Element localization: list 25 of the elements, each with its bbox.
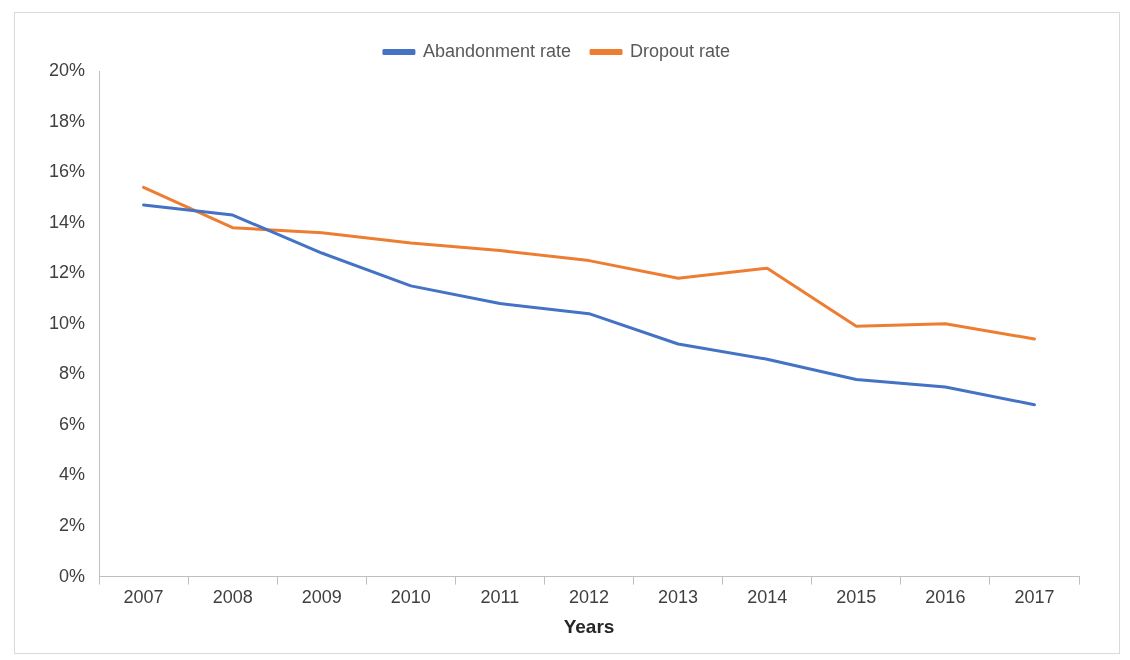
x-tick-label: 2014: [747, 587, 788, 608]
y-tick-label: 16%: [49, 161, 86, 182]
x-tick-label: 2007: [123, 587, 164, 608]
x-axis-title: Years: [563, 615, 615, 637]
y-tick-label: 14%: [49, 211, 86, 232]
x-tick-label: 2015: [836, 587, 877, 608]
x-tick-label: 2008: [212, 587, 253, 608]
y-tick-label: 6%: [59, 413, 86, 434]
y-tick-label: 0%: [59, 565, 86, 586]
y-tick-label: 20%: [49, 59, 86, 80]
y-tick-label: 18%: [49, 110, 86, 131]
x-tick-label: 2009: [301, 587, 342, 608]
y-tick-label: 12%: [49, 262, 86, 283]
x-tick-label: 2010: [390, 587, 431, 608]
y-tick-label: 8%: [59, 363, 86, 384]
x-tick-label: 2011: [480, 587, 520, 608]
legend-label: Dropout rate: [630, 40, 731, 61]
legend-label: Abandonment rate: [422, 40, 572, 61]
y-tick-label: 4%: [59, 464, 86, 485]
x-tick-label: 2017: [1014, 587, 1055, 608]
y-tick-label: 2%: [59, 515, 86, 536]
x-tick-label: 2013: [658, 587, 699, 608]
x-tick-label: 2016: [925, 587, 966, 608]
y-tick-label: 10%: [49, 312, 86, 333]
x-tick-label: 2012: [568, 587, 610, 608]
